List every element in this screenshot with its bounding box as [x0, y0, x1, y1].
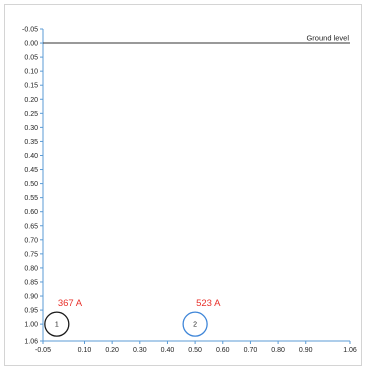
y-tick-label: 0.45	[24, 167, 38, 174]
y-tick-label: 0.40	[24, 153, 38, 160]
y-tick-label: 0.10	[24, 69, 38, 76]
conductor-1-current: 367 A	[58, 298, 83, 309]
y-tick-label: 0.85	[24, 279, 38, 286]
conductor-2-current: 523 A	[196, 298, 221, 309]
x-tick-label: 0.50	[188, 347, 202, 354]
y-tick-label: 0.05	[24, 55, 38, 62]
conductor-1-label: 1	[55, 322, 59, 329]
y-tick-label: 0.15	[24, 83, 38, 90]
x-tick-label: -0.05	[35, 347, 51, 354]
y-tick-label: 0.30	[24, 125, 38, 132]
ground-level-label: Ground level	[306, 34, 349, 43]
y-tick-label: 0.95	[24, 308, 38, 315]
conductor-2-label: 2	[193, 322, 197, 329]
y-tick-label: 0.35	[24, 139, 38, 146]
x-tick-label: 0.70	[244, 347, 258, 354]
conductor-2-ring	[182, 311, 208, 337]
y-tick-label: 0.55	[24, 195, 38, 202]
chart-frame: -0.05 0.00 0.05 0.10 0.15 0.20 0.25 0.30 0.35 0.4…	[4, 4, 362, 366]
x-tick-label: 0.20	[105, 347, 119, 354]
y-tick-label: 0.75	[24, 251, 38, 258]
x-tick-label: 0.90	[299, 347, 313, 354]
y-tick-label: 0.70	[24, 237, 38, 244]
x-tick-label: 0.40	[161, 347, 175, 354]
x-tick-label: 0.60	[216, 347, 230, 354]
y-tick-label: 0.25	[24, 111, 38, 118]
y-tick-label: 0.80	[24, 265, 38, 272]
axes: -0.05 0.00 0.05 0.10 0.15 0.20 0.25 0.30 0.35 0.4…	[22, 27, 357, 355]
x-tick-label: 0.30	[133, 347, 147, 354]
y-tick-label: -0.05	[22, 27, 38, 34]
y-tick-label: 1.00	[24, 322, 38, 329]
ground-group: Ground level	[43, 34, 350, 44]
y-tick-label: 0.20	[24, 97, 38, 104]
x-tick-label: 0.10	[78, 347, 92, 354]
chart-svg: -0.05 0.00 0.05 0.10 0.15 0.20 0.25 0.30 0.35 0.4…	[22, 27, 357, 355]
conductor-marks: 1 367 A 2 523 A	[44, 298, 221, 337]
y-tick-label: 0.90	[24, 294, 38, 301]
y-tick-label: 0.65	[24, 223, 38, 230]
y-tick-label: 0.50	[24, 181, 38, 188]
x-tick-label: 0.80	[271, 347, 285, 354]
y-tick-label: 0.60	[24, 209, 38, 216]
y-tick-label: 1.06	[24, 339, 38, 346]
y-tick-label: 0.00	[24, 41, 38, 48]
conductor-1-ring	[44, 311, 70, 337]
x-tick-label: 1.06	[343, 347, 357, 354]
